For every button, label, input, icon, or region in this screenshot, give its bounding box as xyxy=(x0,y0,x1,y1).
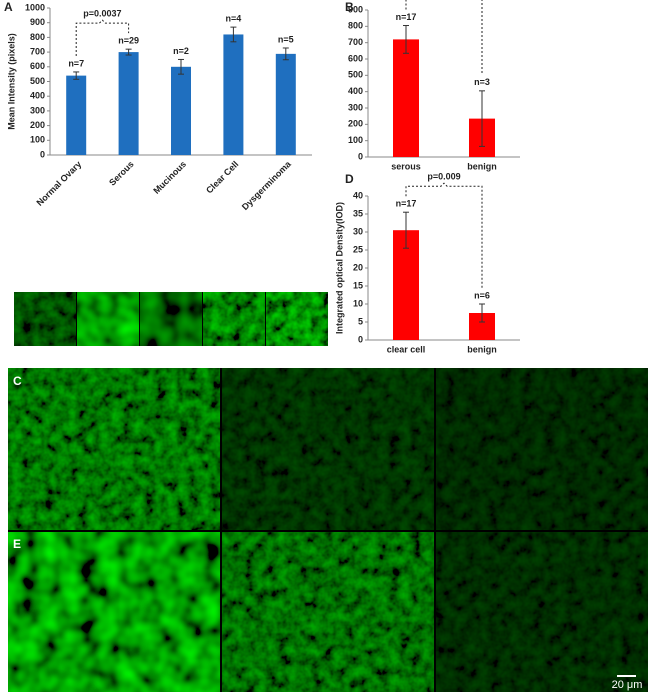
x-tick-label: Dysgerminoma xyxy=(240,158,294,212)
y-axis-label: Mean Intensity (pixels) xyxy=(6,33,16,130)
bar-label: n=4 xyxy=(226,13,242,23)
y-tick-label: 30 xyxy=(353,226,363,236)
y-tick-label: 35 xyxy=(353,208,363,218)
y-tick-label: 15 xyxy=(353,280,363,290)
y-tick-label: 20 xyxy=(353,262,363,272)
bar-label: n=17 xyxy=(396,12,417,22)
x-tick-label: Clear Cell xyxy=(204,159,240,195)
micrograph xyxy=(436,532,648,692)
y-axis-label: Integrated optical Density(IOD) xyxy=(334,202,344,334)
bar xyxy=(275,53,296,155)
micrograph xyxy=(140,292,202,346)
x-tick-label: Serous xyxy=(107,159,136,188)
y-tick-label: 25 xyxy=(353,244,363,254)
y-tick-label: 900 xyxy=(30,17,45,27)
micrograph xyxy=(203,292,265,346)
panel-label: C xyxy=(13,374,22,388)
panel-label: A xyxy=(4,0,13,14)
bar-label: n=2 xyxy=(173,46,189,56)
bar xyxy=(171,66,191,155)
bar-label: n=3 xyxy=(474,77,490,87)
micrograph xyxy=(222,532,434,692)
bar xyxy=(223,34,244,155)
x-tick-label: benign xyxy=(467,161,497,171)
y-tick-label: 800 xyxy=(30,32,45,42)
bar xyxy=(118,52,139,155)
x-tick-label: Normal Ovary xyxy=(34,159,83,208)
micrograph xyxy=(14,292,76,346)
micrographs: 20 μm xyxy=(8,292,648,692)
y-tick-label: 500 xyxy=(348,70,363,80)
y-tick-label: 5 xyxy=(358,316,363,326)
panel-label: B xyxy=(345,0,354,14)
micrograph xyxy=(266,292,328,346)
y-tick-label: 500 xyxy=(30,76,45,86)
x-tick-label: benign xyxy=(467,344,497,354)
y-tick-label: 200 xyxy=(30,120,45,130)
p-value: p=0.0037 xyxy=(83,9,121,19)
y-tick-label: 0 xyxy=(40,149,45,159)
y-tick-label: 600 xyxy=(30,61,45,71)
y-tick-label: 100 xyxy=(30,135,45,145)
y-tick-label: 700 xyxy=(348,37,363,47)
micrograph xyxy=(8,532,220,692)
y-tick-label: 0 xyxy=(358,151,363,161)
bar-label: n=17 xyxy=(396,199,417,209)
y-tick-label: 200 xyxy=(348,119,363,129)
y-tick-label: 900 xyxy=(348,4,363,14)
bar-label: n=5 xyxy=(278,34,294,44)
y-tick-label: 40 xyxy=(353,190,363,200)
bar-label: n=29 xyxy=(118,36,139,46)
y-tick-label: 600 xyxy=(348,53,363,63)
x-tick-label: Mucinous xyxy=(151,159,188,196)
y-tick-label: 100 xyxy=(348,135,363,145)
scale-bar-label: 20 μm xyxy=(612,679,643,691)
micrograph xyxy=(436,368,648,530)
micrograph xyxy=(77,292,139,346)
panel-label: E xyxy=(13,537,21,551)
panel-label: D xyxy=(345,172,354,186)
y-tick-label: 300 xyxy=(348,102,363,112)
y-tick-label: 0 xyxy=(358,334,363,344)
p-value: p=0.009 xyxy=(427,172,460,182)
micrograph xyxy=(222,368,434,530)
y-tick-label: 800 xyxy=(348,21,363,31)
significance-bracket xyxy=(75,19,130,56)
y-tick-label: 1000 xyxy=(25,2,45,12)
bar xyxy=(66,75,87,155)
bar-label: n=7 xyxy=(68,58,84,68)
x-tick-label: clear cell xyxy=(387,344,426,354)
y-tick-label: 400 xyxy=(30,91,45,101)
significance-bracket xyxy=(405,182,483,288)
y-tick-label: 700 xyxy=(30,46,45,56)
micrograph xyxy=(8,368,220,530)
x-tick-label: serous xyxy=(391,161,421,171)
bar-label: n=6 xyxy=(474,290,490,300)
y-tick-label: 10 xyxy=(353,298,363,308)
bar xyxy=(393,39,419,157)
y-tick-label: 300 xyxy=(30,105,45,115)
y-tick-label: 400 xyxy=(348,86,363,96)
